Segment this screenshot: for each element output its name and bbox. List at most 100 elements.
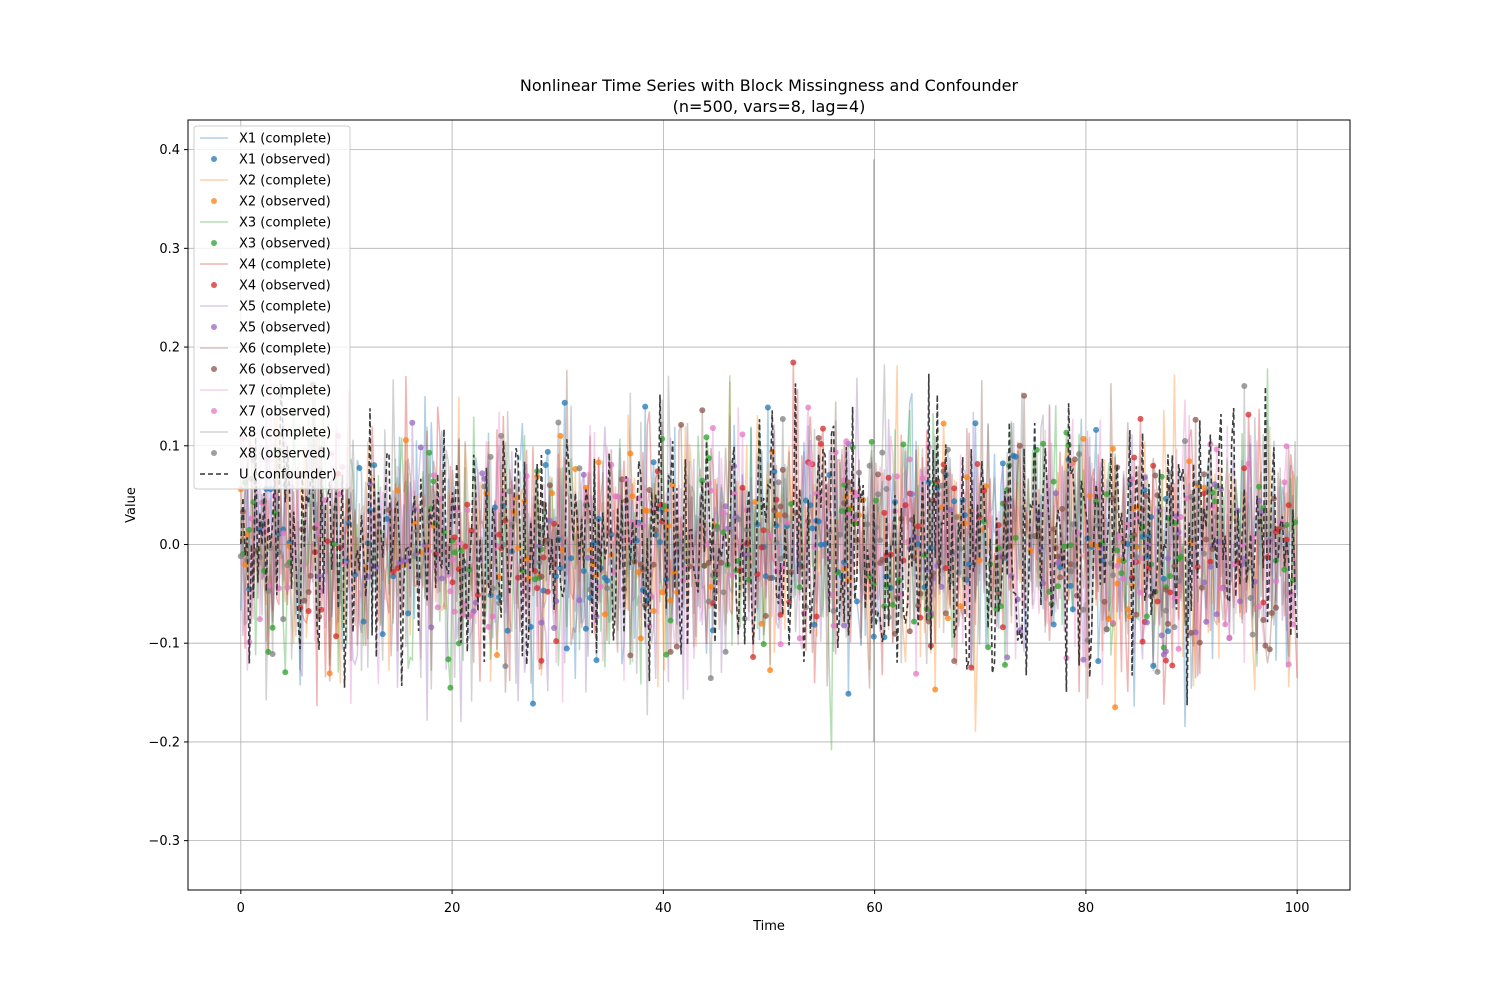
- x-tick-label: 100: [1285, 901, 1310, 916]
- observed-point: [1198, 584, 1205, 591]
- observed-point: [1012, 534, 1019, 541]
- observed-point: [1080, 656, 1087, 663]
- observed-point: [777, 641, 784, 648]
- observed-point: [487, 453, 494, 460]
- observed-point: [722, 648, 729, 655]
- observed-point: [1256, 603, 1263, 610]
- observed-point: [383, 515, 390, 522]
- observed-point: [305, 608, 312, 614]
- observed-point: [284, 562, 291, 569]
- observed-point: [953, 514, 960, 521]
- legend-label: X7 (complete): [239, 384, 331, 399]
- observed-point: [489, 613, 496, 620]
- x-tick-label: 60: [866, 901, 883, 916]
- observed-point: [280, 616, 287, 623]
- observed-point: [549, 490, 555, 497]
- observed-point: [1249, 631, 1256, 638]
- observed-point: [1002, 661, 1008, 668]
- observed-point: [462, 543, 469, 550]
- observed-point: [813, 613, 820, 620]
- observed-point: [883, 486, 890, 492]
- observed-point: [580, 568, 587, 574]
- observed-point: [1162, 586, 1169, 593]
- observed-point: [1021, 392, 1028, 399]
- observed-point: [580, 471, 587, 478]
- observed-point: [966, 561, 973, 568]
- observed-point: [1177, 553, 1184, 560]
- observed-point: [925, 479, 932, 486]
- observed-point: [720, 529, 727, 536]
- observed-point: [985, 644, 992, 651]
- observed-point: [618, 476, 625, 483]
- observed-point: [1137, 589, 1144, 596]
- observed-point: [699, 407, 706, 414]
- observed-point: [466, 566, 473, 573]
- observed-point: [1211, 498, 1218, 505]
- observed-point: [593, 657, 600, 664]
- observed-point: [1211, 481, 1218, 488]
- observed-point: [938, 504, 945, 511]
- observed-point: [1171, 520, 1178, 526]
- observed-point: [1120, 575, 1127, 582]
- observed-point: [644, 508, 651, 514]
- legend-item: X1 (observed): [211, 153, 331, 168]
- observed-point: [875, 471, 881, 478]
- observed-point: [523, 555, 530, 562]
- legend-item: X7 (observed): [211, 405, 331, 420]
- observed-point: [1160, 575, 1167, 582]
- observed-point: [811, 544, 818, 551]
- observed-point: [386, 507, 392, 513]
- observed-point: [1162, 648, 1169, 655]
- observed-point: [1194, 480, 1201, 487]
- x-axis: 0 20 40 60 80 100: [237, 890, 1310, 916]
- observed-point: [999, 624, 1006, 631]
- observed-point: [637, 635, 644, 642]
- observed-point: [1055, 583, 1061, 590]
- observed-point: [1076, 451, 1083, 458]
- observed-point: [604, 577, 611, 584]
- observed-point: [968, 664, 975, 671]
- observed-point: [640, 522, 646, 529]
- legend-label: X3 (observed): [239, 237, 331, 252]
- observed-point: [1016, 442, 1023, 449]
- observed-point: [1124, 606, 1131, 613]
- observed-point: [445, 571, 452, 578]
- observed-point: [307, 572, 314, 579]
- observed-point: [841, 622, 848, 629]
- observed-point: [913, 670, 920, 677]
- observed-point: [720, 589, 727, 596]
- observed-point: [1213, 446, 1220, 453]
- observed-point: [1283, 443, 1290, 450]
- observed-point: [1080, 606, 1087, 613]
- observed-point: [864, 521, 871, 528]
- observed-point: [722, 503, 729, 510]
- legend-marker-swatch: [211, 408, 217, 414]
- observed-point: [796, 635, 803, 642]
- observed-point: [1201, 579, 1207, 586]
- observed-point: [707, 583, 714, 590]
- observed-point: [769, 448, 776, 455]
- observed-point: [627, 652, 634, 659]
- observed-point: [1194, 564, 1201, 570]
- legend-marker-swatch: [211, 282, 217, 288]
- observed-point: [1201, 550, 1207, 557]
- observed-point: [944, 615, 951, 622]
- observed-point: [430, 472, 437, 479]
- legend-item: X3 (complete): [200, 216, 331, 231]
- observed-point: [394, 565, 401, 572]
- observed-point: [1268, 610, 1275, 616]
- observed-point: [553, 638, 560, 645]
- observed-point: [678, 421, 685, 428]
- observed-point: [718, 559, 725, 566]
- observed-point: [597, 583, 604, 590]
- observed-point: [767, 575, 774, 582]
- observed-point: [703, 434, 710, 441]
- observed-point: [790, 359, 797, 366]
- observed-point: [417, 444, 424, 451]
- observed-point: [546, 517, 553, 524]
- observed-point: [267, 545, 274, 552]
- observed-point: [961, 512, 968, 518]
- observed-point: [1262, 642, 1269, 649]
- observed-point: [1281, 566, 1288, 573]
- observed-point: [705, 598, 712, 605]
